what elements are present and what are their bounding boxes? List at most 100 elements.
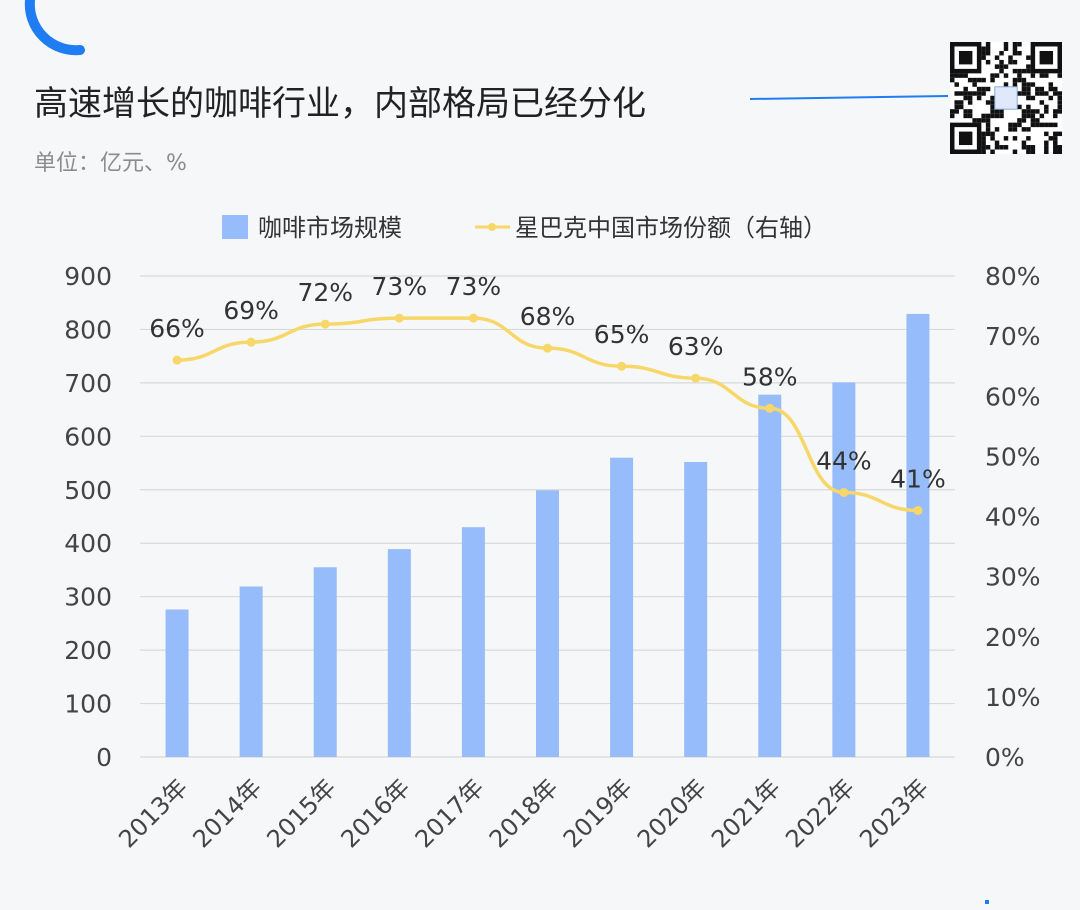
qr-module: [1053, 86, 1058, 92]
y-left-tick-label: 600: [64, 422, 112, 451]
qr-module: [1026, 113, 1031, 119]
qr-module: [1021, 140, 1027, 146]
corner-dot: [985, 900, 989, 904]
qr-module: [1048, 95, 1054, 101]
y-right-tick-label: 20%: [985, 623, 1041, 652]
qr-module: [994, 73, 1000, 78]
qr-module: [950, 77, 955, 83]
qr-module: [985, 46, 991, 51]
share-line: [172, 313, 923, 515]
qr-module: [1053, 145, 1058, 150]
qr-module: [1035, 109, 1040, 114]
bar: [313, 567, 337, 757]
share-point: [691, 373, 701, 383]
qr-module: [1044, 145, 1049, 150]
y-right-tick-label: 10%: [985, 683, 1041, 712]
qr-module: [1026, 136, 1031, 141]
qr-module: [1003, 82, 1009, 87]
qr-module: [1008, 122, 1013, 128]
qr-finder-core: [958, 50, 973, 65]
qr-module: [1003, 42, 1009, 47]
bar: [387, 549, 411, 757]
qr-module: [1021, 127, 1027, 132]
qr-module: [1030, 145, 1036, 150]
bar: [536, 490, 559, 757]
legend-bar-label: 咖啡市场规模: [258, 214, 402, 242]
qr-module: [1026, 82, 1031, 87]
bar: [906, 313, 930, 757]
qr-module: [1017, 50, 1022, 56]
qr-module: [1035, 86, 1040, 92]
qr-module: [1039, 113, 1045, 119]
y-right-tick-label: 0%: [985, 743, 1025, 772]
qr-module: [990, 95, 995, 101]
share-point: [468, 313, 478, 323]
qr-module: [1021, 113, 1027, 119]
qr-module: [1012, 68, 1018, 74]
qr-module: [1053, 91, 1058, 96]
bar: [610, 457, 634, 757]
y-left-tick-label: 0: [96, 743, 112, 772]
data-labels: 66% 69% 72% 73% 73% 68% 65% 63% 58% 44% 41%: [149, 272, 945, 493]
qr-module: [1030, 95, 1036, 101]
qr-module: [981, 140, 986, 146]
qr-module: [1008, 127, 1013, 132]
qr-module: [967, 77, 973, 83]
qr-module: [954, 82, 959, 87]
qr-module: [981, 91, 986, 96]
qr-module: [985, 42, 991, 47]
qr-module: [1035, 122, 1040, 128]
qr-module: [1053, 113, 1058, 119]
share-data-label: 41%: [890, 464, 946, 493]
y-left-tick-label: 900: [64, 262, 112, 291]
share-data-label: 69%: [223, 296, 279, 325]
qr-code-icon: [949, 42, 1063, 154]
share-point: [839, 487, 849, 497]
qr-module: [999, 50, 1004, 56]
share-point: [246, 337, 256, 347]
qr-module: [1057, 95, 1062, 101]
qr-module: [963, 91, 968, 96]
qr-module: [990, 149, 995, 154]
qr-module: [976, 95, 982, 101]
qr-module: [1012, 122, 1018, 128]
qr-module: [958, 73, 964, 78]
y-axis-right: 0% 10% 20% 30% 40% 50% 60% 70% 80%: [985, 262, 1041, 772]
y-right-tick-label: 30%: [985, 563, 1041, 592]
arc-icon: [24, 0, 85, 56]
qr-module: [1044, 140, 1049, 146]
qr-module: [1021, 145, 1027, 150]
qr-module: [1030, 118, 1036, 123]
qr-module: [999, 64, 1004, 69]
share-data-label: 73%: [446, 272, 502, 301]
qr-module: [1021, 77, 1027, 83]
bar: [239, 586, 263, 757]
bars: [165, 313, 930, 757]
qr-module: [994, 113, 1000, 119]
qr-module: [994, 64, 1000, 69]
qr-module: [990, 131, 995, 137]
qr-module: [1021, 86, 1027, 92]
qr-module: [999, 68, 1004, 74]
qr-module: [967, 95, 973, 101]
qr-module: [1012, 136, 1018, 141]
x-tick-label: 2023年: [854, 773, 934, 853]
qr-module: [963, 113, 968, 119]
qr-module: [967, 91, 973, 96]
qr-module: [999, 145, 1004, 150]
qr-module: [981, 46, 986, 51]
qr-module: [1017, 118, 1022, 123]
qr-module: [1012, 50, 1018, 56]
qr-module: [1048, 82, 1054, 87]
bar: [461, 527, 485, 757]
qr-module: [1017, 91, 1022, 96]
qr-finder-core: [958, 131, 973, 146]
qr-module: [1030, 149, 1036, 154]
share-point: [320, 319, 330, 329]
share-data-label: 63%: [668, 332, 724, 361]
qr-module: [981, 55, 986, 60]
qr-module: [981, 136, 986, 141]
qr-module: [1012, 59, 1018, 65]
qr-module: [1057, 73, 1062, 78]
qr-module: [985, 100, 991, 105]
